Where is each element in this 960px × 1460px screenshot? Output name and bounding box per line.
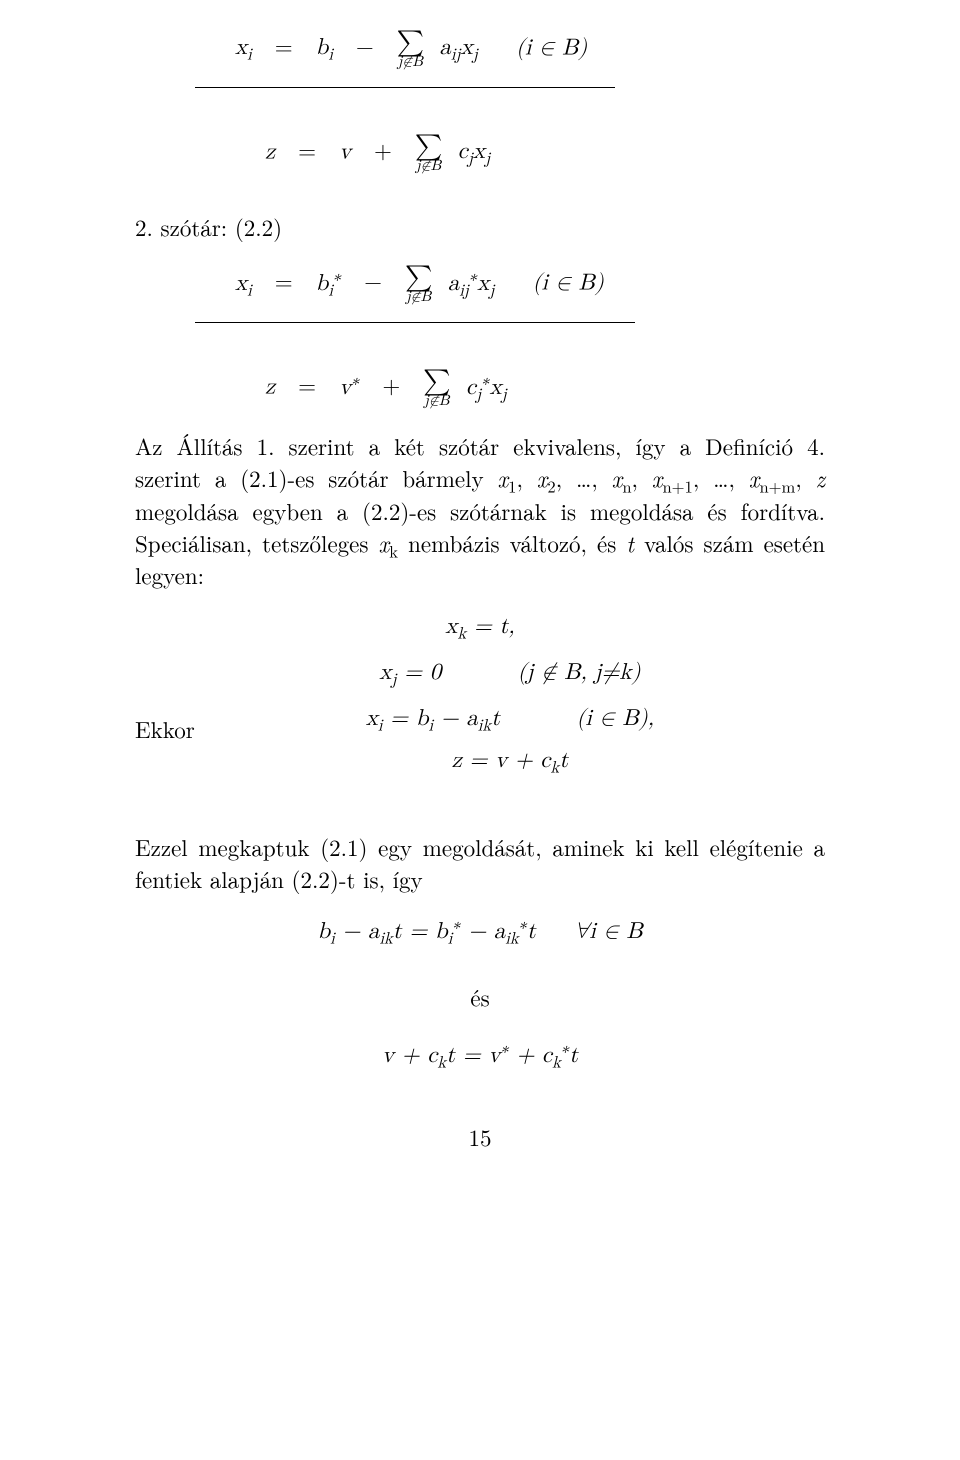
eq4-sumsub: j∉B <box>423 393 450 408</box>
eq3-eq: = <box>275 272 293 295</box>
eq3-minus: − <box>364 272 382 295</box>
ekkor-label: Ekkor <box>135 713 195 775</box>
equation-bi-star: bi − aikt = bi∗ − aik∗t ∀i ∈ B <box>135 918 825 946</box>
eq1-lhs: xi <box>235 36 252 59</box>
equation-xi-star: xi = bi∗ − ∑ j∉B aij∗xj (i ∈ B) <box>135 265 825 304</box>
eq7b: (i ∈ B), <box>576 707 654 730</box>
eq2-plus: + <box>374 140 392 163</box>
eq2-sumsub: j∉B <box>415 158 442 173</box>
equation-xi-bi: xi = bi − aikt (i ∈ B), <box>195 705 825 733</box>
eq4-eq: = <box>298 376 316 399</box>
eq3-sumsub: j∉B <box>405 289 432 304</box>
section-2-label: 2. szótár: (2.2) <box>135 211 825 243</box>
equation-z-star: z = v∗ + ∑ j∉B cj∗xj <box>135 369 825 408</box>
eq3-cond: (i ∈ B) <box>533 272 604 295</box>
rule-1 <box>195 87 615 88</box>
eq6a: xj = 0 <box>379 661 441 684</box>
paragraph-solution: Ezzel megkaptuk (2.1) egy megoldását, am… <box>135 831 825 895</box>
equation-v-star: v + ckt = v∗ + ck∗t <box>135 1042 825 1070</box>
eq4-sum: ∑ j∉B <box>423 369 450 408</box>
eq1-sumsub: j∉B <box>397 54 424 69</box>
eq4-plus: + <box>382 376 400 399</box>
paragraph-equivalence: Az Állítás 1. szerint a két szótár ekviv… <box>135 430 825 591</box>
equation-xj-zero: xj = 0 (j ∉ B, j≠k) <box>195 659 825 687</box>
eq3-b: bi∗ <box>316 272 342 295</box>
eq2-term: cjxj <box>458 140 491 163</box>
eq1-cond: (i ∈ B) <box>516 36 587 59</box>
eq1-b: bi <box>316 36 333 59</box>
eq4-lhs: z <box>265 376 275 399</box>
rule-2 <box>195 322 635 323</box>
eq3-sum: ∑ j∉B <box>405 265 432 304</box>
eq1-term: aijxj <box>439 36 477 59</box>
eq2-sum: ∑ j∉B <box>415 134 442 173</box>
eq7a: xi = bi − aikt <box>366 707 500 730</box>
eq4-v: v∗ <box>339 376 359 399</box>
eq1-eq: = <box>275 36 293 59</box>
eq3-lhs: xi <box>235 272 252 295</box>
page-container: xi = bi − ∑ j∉B aijxj (i ∈ B) z = v + ∑ … <box>0 0 960 1193</box>
eq2-eq: = <box>298 140 316 163</box>
eq2-lhs: z <box>265 140 275 163</box>
eq4-term: cj∗xj <box>466 376 507 399</box>
equation-z-primal: z = v + ∑ j∉B cjxj <box>135 134 825 173</box>
page-number: 15 <box>135 1120 825 1153</box>
eq3-term: aij∗xj <box>448 272 495 295</box>
equation-z-v-ck: z = v + ckt <box>195 747 825 775</box>
es-label: és <box>135 986 825 1014</box>
eq1-minus: − <box>356 36 374 59</box>
eq6b: (j ∉ B, j≠k) <box>518 661 641 684</box>
eq2-v: v <box>339 140 351 163</box>
equation-xk-t: xk = t, <box>135 613 825 641</box>
equation-xi-primal: xi = bi − ∑ j∉B aijxj (i ∈ B) <box>135 30 825 69</box>
eq1-sum: ∑ j∉B <box>397 30 424 69</box>
